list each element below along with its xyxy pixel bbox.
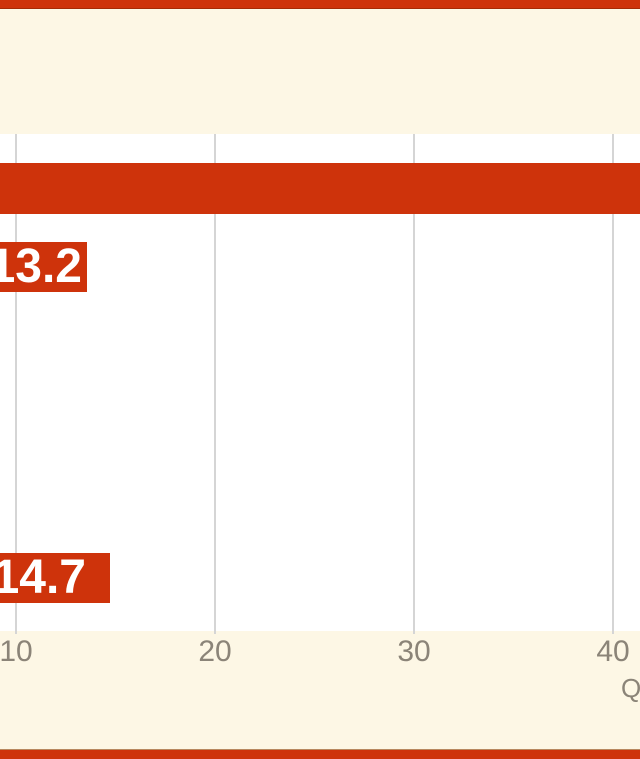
gridline-10 [15, 134, 17, 634]
axis-title-truncated: Q [621, 673, 640, 703]
gridline-40 [612, 134, 614, 634]
bar-row-1 [0, 163, 640, 214]
bar-value-label-13-2: 13.2 [0, 242, 87, 292]
x-tick-10: 10 [0, 635, 33, 668]
gridline-20 [214, 134, 216, 634]
gridline-30 [413, 134, 415, 634]
x-tick-40: 40 [596, 635, 630, 668]
bar-value-label-14-7: 14.7 [0, 553, 110, 603]
bottom-accent-border [0, 749, 640, 759]
x-tick-20: 20 [198, 635, 232, 668]
top-accent-border [0, 0, 640, 9]
x-tick-30: 30 [397, 635, 431, 668]
plot-area: 13.2 14.7 [0, 134, 640, 634]
